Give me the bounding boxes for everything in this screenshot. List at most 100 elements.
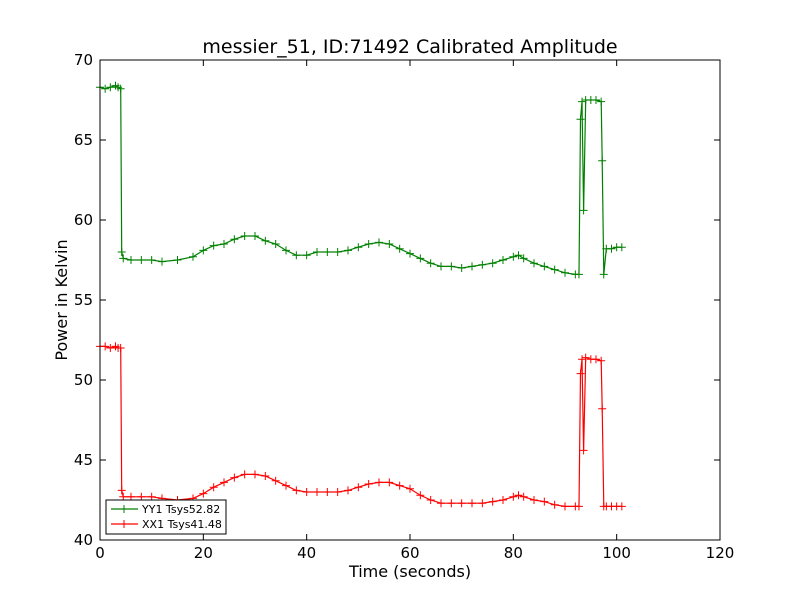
y-tick-label: 45 [74, 451, 93, 469]
x-tick-label: 60 [400, 544, 419, 562]
data-point [137, 492, 146, 501]
data-point [173, 256, 182, 264]
legend-marker [120, 520, 128, 528]
data-point [550, 265, 559, 274]
data-point [561, 268, 569, 277]
data-point [509, 492, 518, 501]
data-point [468, 262, 476, 271]
data-point [416, 254, 425, 263]
y-axis-label: Power in Kelvin [52, 239, 71, 360]
data-point [519, 492, 528, 501]
data-point [261, 472, 270, 480]
data-point [592, 355, 600, 364]
data-point [323, 248, 332, 256]
data-point [598, 156, 607, 165]
data-point [478, 499, 487, 508]
axes: 0 20 40 60 80 100 120 40 45 50 55 60 65 70 [74, 51, 734, 562]
x-tick-label: 20 [194, 544, 213, 562]
data-point [199, 489, 208, 498]
data-point [468, 499, 476, 508]
data-point [323, 488, 332, 496]
legend-label: YY1 Tsys52.82 [141, 503, 220, 516]
data-point [576, 115, 585, 124]
data-point [313, 248, 321, 256]
data-point [302, 251, 311, 260]
data-point [457, 499, 466, 508]
data-point [251, 470, 259, 479]
data-point [158, 257, 166, 266]
data-point [598, 404, 607, 413]
data-point [119, 254, 128, 263]
data-point [119, 492, 128, 501]
data-point [579, 206, 588, 215]
data-point [509, 252, 518, 261]
data-point [447, 262, 456, 271]
data-point [437, 499, 445, 508]
data-point [147, 256, 156, 264]
data-point [354, 243, 363, 252]
data-point [117, 486, 126, 495]
data-point [576, 369, 585, 378]
data-point [364, 240, 373, 248]
data-point [313, 488, 321, 496]
y-tick-label: 65 [74, 131, 93, 149]
data-point [395, 244, 404, 253]
data-point [302, 488, 311, 496]
data-point [282, 481, 290, 490]
data-point [189, 252, 197, 261]
data-point [385, 478, 394, 487]
data-point [437, 262, 445, 271]
data-point [344, 486, 352, 495]
legend-marker [120, 505, 128, 513]
data-point [101, 342, 110, 351]
data-point [354, 483, 363, 492]
data-point [574, 270, 583, 279]
data-point [578, 97, 587, 106]
data-point [488, 259, 497, 268]
y-tick-label: 70 [74, 51, 93, 69]
data-point [271, 476, 280, 485]
y-tick-label: 40 [74, 531, 93, 549]
data-point [514, 251, 523, 260]
data-point [364, 480, 373, 488]
data-point [292, 251, 301, 260]
data-point [251, 232, 259, 240]
series-2 [96, 342, 626, 511]
data-point [597, 97, 606, 106]
data-point [106, 344, 115, 352]
legend: YY1 Tsys52.82 XX1 Tsys41.48 [105, 499, 227, 535]
data-point [333, 488, 342, 496]
data-point [375, 478, 383, 487]
data-point [426, 259, 435, 268]
data-point [406, 484, 414, 493]
data-point [514, 491, 523, 500]
data-point [127, 492, 135, 501]
data-point [540, 497, 549, 506]
data-point [592, 96, 600, 104]
x-axis-label: Time (seconds) [348, 562, 471, 581]
data-point [617, 243, 626, 252]
legend-box [105, 499, 227, 535]
data-point [385, 240, 394, 248]
data-point [447, 499, 456, 508]
y-tick-label: 60 [74, 211, 93, 229]
legend-label: XX1 Tsys41.48 [142, 518, 222, 531]
chart-title: messier_51, ID:71492 Calibrated Amplitud… [202, 36, 617, 58]
data-point [457, 264, 466, 272]
data-point [147, 492, 156, 501]
data-point [271, 240, 280, 248]
data-point [426, 496, 435, 504]
data-point [117, 248, 126, 256]
y-tick-label: 50 [74, 371, 93, 389]
x-tick-label: 80 [504, 544, 523, 562]
plot-area [96, 81, 626, 511]
data-point [488, 497, 497, 506]
data-point [581, 353, 590, 362]
data-point [550, 500, 559, 509]
data-point [240, 232, 249, 240]
data-point [478, 260, 487, 269]
data-point [230, 473, 239, 482]
data-point [101, 84, 110, 93]
x-tick-label: 100 [602, 544, 631, 562]
